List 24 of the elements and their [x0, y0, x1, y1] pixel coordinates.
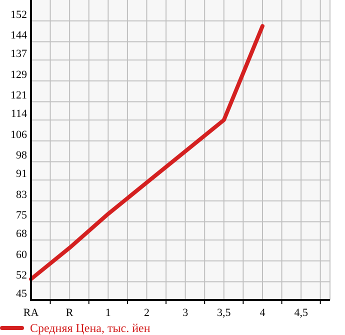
- y-tick-label: 75: [16, 210, 28, 222]
- y-tick-label: 91: [16, 168, 27, 180]
- y-tick-label: 52: [16, 270, 27, 282]
- x-tick-label: 3: [182, 307, 189, 319]
- x-tick-label: R: [66, 307, 74, 319]
- x-tick-label: 2: [144, 307, 150, 319]
- legend-label: Средняя Цена, тыс. йен: [30, 321, 151, 335]
- y-tick-label: 114: [10, 108, 28, 120]
- y-tick-label: 98: [16, 150, 28, 162]
- y-tick-label: 144: [10, 30, 28, 42]
- x-tick-label: 4: [260, 307, 266, 319]
- y-tick-label: 137: [10, 48, 28, 60]
- y-tick-label: 129: [10, 68, 28, 81]
- y-tick-label: 121: [10, 90, 27, 102]
- y-tick-label: 83: [16, 188, 28, 201]
- x-tick-label: 1: [105, 307, 111, 319]
- y-tick-label: 60: [16, 248, 28, 261]
- x-tick-label: 3,5: [217, 307, 232, 319]
- y-tick-label: 45: [16, 288, 28, 300]
- y-tick-label: 106: [10, 128, 28, 141]
- y-tick-label: 68: [16, 228, 28, 240]
- x-tick-label: RA: [23, 307, 39, 319]
- x-tick-label: 4,5: [294, 307, 308, 319]
- y-tick-label: 152: [10, 8, 27, 21]
